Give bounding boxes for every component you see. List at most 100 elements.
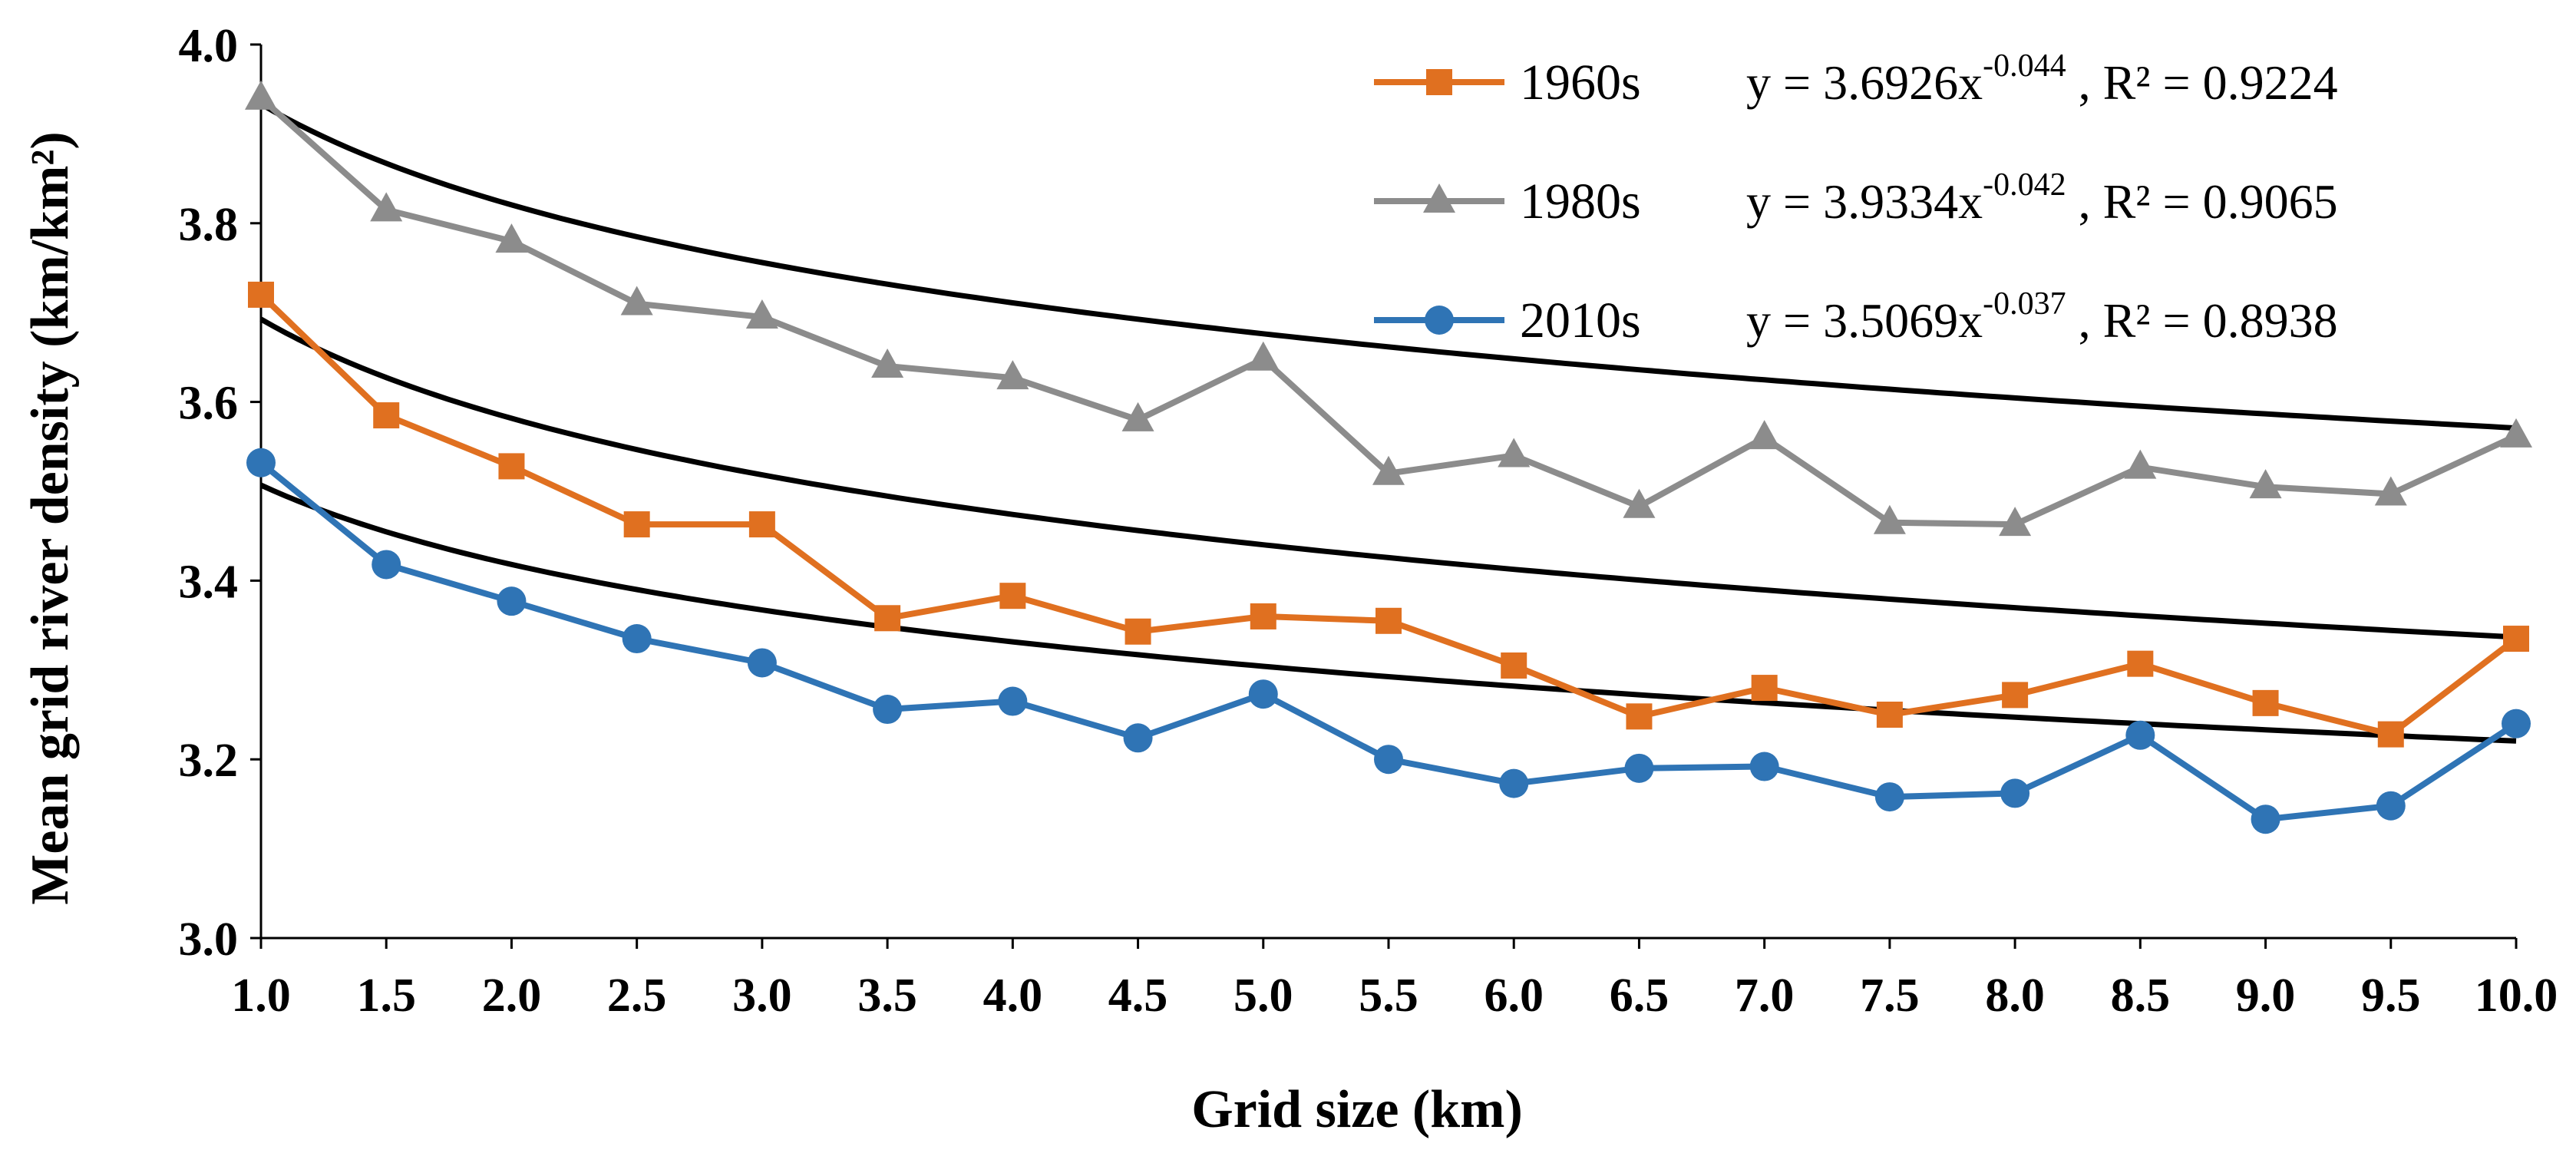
legend-marker-square: [1426, 69, 1452, 95]
data-point-1960s: [1876, 702, 1903, 728]
x-tick-label: 1.0: [231, 970, 291, 1022]
trend-equation: y = 3.6926x-0.044 , R² = 0.9224: [1746, 48, 2338, 110]
x-tick-label: 9.0: [2236, 970, 2296, 1022]
legend-marker-triangle: [1423, 183, 1455, 213]
data-point-2010s: [622, 624, 652, 654]
equation-exponent: -0.044: [1983, 48, 2066, 84]
equation-base: y = 3.9334x: [1746, 174, 1983, 229]
data-point-1960s: [498, 453, 525, 480]
data-point-1980s: [871, 349, 904, 378]
data-point-1980s: [1121, 401, 1154, 431]
y-tick-label: 3.6: [179, 378, 239, 430]
x-tick-label: 7.5: [1860, 970, 1920, 1022]
data-point-2010s: [2251, 804, 2280, 834]
data-point-1980s: [2124, 449, 2157, 479]
data-point-2010s: [998, 686, 1028, 716]
legend-item-1980s[interactable]: 1980s y = 3.9334x-0.042 , R² = 0.9065: [1374, 167, 2338, 230]
data-point-1960s: [1125, 618, 1151, 645]
data-point-2010s: [246, 448, 276, 477]
data-point-2010s: [2125, 720, 2155, 750]
y-axis-title: Mean grid river density (km/km²): [21, 131, 80, 904]
x-tick-label: 4.5: [1108, 970, 1168, 1022]
data-point-1980s: [996, 360, 1029, 390]
equation-exponent: -0.042: [1983, 167, 2066, 203]
data-point-1980s: [2374, 476, 2407, 506]
x-tick-label: 6.0: [1484, 970, 1544, 1022]
data-point-1980s: [245, 80, 277, 110]
trendline-1960s: [259, 316, 2517, 640]
data-point-1980s: [1873, 504, 1906, 534]
data-point-1960s: [2377, 721, 2404, 748]
axes: [250, 43, 2518, 949]
series-1980s: [245, 80, 2532, 537]
data-point-2010s: [1123, 723, 1153, 753]
data-point-2010s: [873, 695, 903, 725]
x-tick-label: 4.0: [983, 970, 1043, 1022]
x-tick-label: 2.0: [482, 970, 542, 1022]
data-point-1960s: [1376, 607, 1402, 634]
legend-label: 2010s: [1520, 292, 1641, 349]
x-tick-label: 1.5: [356, 970, 416, 1022]
y-tick-label: 3.8: [179, 199, 239, 251]
data-point-1960s: [2503, 626, 2529, 652]
x-tick-label: 10.0: [2475, 970, 2558, 1022]
series-1960s: [248, 281, 2529, 748]
data-point-1960s: [874, 605, 901, 632]
data-point-1980s: [2249, 469, 2282, 499]
x-axis-title: Grid size (km): [1191, 1080, 1523, 1139]
data-point-1980s: [1748, 420, 1781, 450]
data-point-2010s: [497, 586, 527, 616]
data-point-1980s: [1623, 488, 1656, 518]
y-tick-label: 4.0: [179, 20, 239, 72]
equation-base: y = 3.5069x: [1746, 293, 1983, 348]
x-tick-label: 2.5: [607, 970, 667, 1022]
tick-labels: 3.0 3.2 3.4 3.6 3.8 4.0 1.0 1.5 2.0 2.5 3.0 3.5 4.0 4…: [179, 20, 2558, 1022]
data-point-1960s: [2127, 650, 2154, 677]
legend-label: 1980s: [1520, 173, 1641, 230]
trend-equation: y = 3.9334x-0.042 , R² = 0.9065: [1746, 167, 2338, 229]
data-point-1980s: [2500, 418, 2532, 448]
data-point-1960s: [1751, 675, 1778, 702]
data-point-2010s: [1624, 753, 1654, 783]
data-point-1960s: [1250, 603, 1276, 629]
x-tick-label: 6.5: [1610, 970, 1669, 1022]
data-point-1980s: [1247, 341, 1280, 371]
legend-label: 1960s: [1520, 55, 1641, 111]
equation-r2: , R² = 0.9065: [2066, 174, 2338, 229]
legend-item-2010s[interactable]: 2010s y = 3.5069x-0.037 , R² = 0.8938: [1374, 286, 2338, 349]
x-tick-label: 3.0: [732, 970, 792, 1022]
equation-base: y = 3.6926x: [1746, 55, 1983, 110]
data-point-1960s: [2252, 689, 2279, 716]
data-point-1980s: [1372, 455, 1405, 485]
data-point-1960s: [999, 583, 1026, 610]
series-group: [245, 80, 2532, 834]
data-point-1980s: [370, 192, 403, 222]
legend-item-1960s[interactable]: 1960s y = 3.6926x-0.044 , R² = 0.9224: [1374, 48, 2338, 111]
data-point-2010s: [372, 550, 401, 580]
data-point-2010s: [1499, 768, 1529, 798]
data-point-2010s: [1749, 752, 1779, 781]
data-point-1980s: [1498, 438, 1531, 467]
x-tick-label: 9.5: [2361, 970, 2421, 1022]
x-tick-label: 5.5: [1359, 970, 1418, 1022]
legend[interactable]: 1960s y = 3.6926x-0.044 , R² = 0.9224 1980…: [1374, 48, 2338, 349]
data-point-2010s: [2502, 709, 2531, 738]
data-point-1980s: [1999, 507, 2032, 537]
equation-r2: , R² = 0.8938: [2066, 293, 2338, 348]
x-tick-label: 3.5: [857, 970, 917, 1022]
data-point-1980s: [495, 223, 528, 253]
data-point-2010s: [2376, 791, 2406, 821]
trend-equation: y = 3.5069x-0.037 , R² = 0.8938: [1746, 286, 2338, 348]
data-point-1960s: [2002, 682, 2029, 709]
y-tick-label: 3.4: [179, 556, 239, 608]
equation-exponent: -0.037: [1983, 286, 2066, 322]
data-point-2010s: [1374, 745, 1403, 775]
data-point-1960s: [623, 511, 650, 538]
y-tick-label: 3.2: [179, 735, 239, 787]
data-point-1960s: [1626, 703, 1653, 730]
data-point-2010s: [1248, 679, 1278, 709]
equation-r2: , R² = 0.9224: [2066, 55, 2338, 110]
legend-marker-circle: [1425, 306, 1454, 335]
x-tick-label: 7.0: [1735, 970, 1795, 1022]
